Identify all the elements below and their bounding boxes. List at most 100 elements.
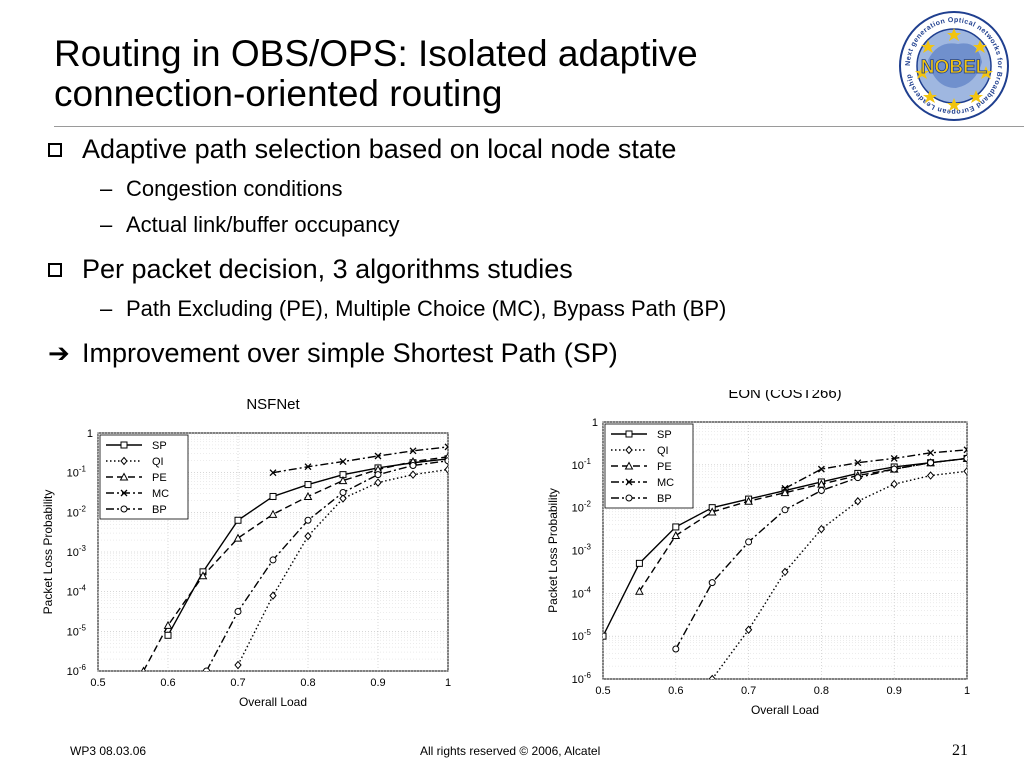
series-line-qi — [711, 470, 967, 679]
legend-label-sp: SP — [657, 429, 672, 441]
y-tick-label: 10-5 — [572, 628, 592, 643]
bullet-2: Per packet decision, 3 algorithms studie… — [48, 254, 573, 285]
data-point-qi — [409, 470, 417, 479]
data-point-qi — [444, 465, 448, 474]
series-bp — [203, 457, 448, 671]
data-point-mc — [374, 452, 382, 460]
data-point-qi — [963, 466, 967, 476]
data-point-bp — [374, 471, 382, 479]
data-point-qi — [781, 567, 789, 577]
data-point-bp — [409, 462, 417, 470]
legend-marker-mc — [625, 478, 633, 486]
series-line-mc — [784, 449, 967, 490]
data-point-pe — [780, 488, 790, 497]
data-point-bp — [444, 457, 448, 465]
data-point-pe — [141, 666, 146, 671]
x-tick-label: 0.9 — [887, 685, 902, 697]
conclusion: ➔ Improvement over simple Shortest Path (… — [48, 338, 618, 369]
sub-bullet-1-1-text: Congestion conditions — [126, 176, 343, 201]
chart-title: EON (COST266) — [728, 390, 841, 402]
data-point-qi — [339, 494, 347, 503]
legend-marker-qi — [625, 445, 633, 455]
data-point-qi — [926, 471, 935, 480]
legend-label-qi: QI — [152, 456, 164, 468]
data-point-mc — [890, 454, 898, 462]
chart-eon: EON (COST266) 0.5 0.6 0.7 0.8 0.9 1 1 10-1 10-2 10… — [546, 390, 970, 717]
data-point-qi — [269, 591, 277, 600]
data-point-mc — [781, 484, 789, 492]
series-qi — [234, 465, 448, 670]
data-point-bp — [963, 454, 967, 462]
legend-marker-bp — [625, 494, 633, 502]
data-point-mc — [444, 443, 448, 451]
title-divider — [54, 126, 1024, 127]
legend-marker-pe — [624, 461, 634, 470]
chart-title: NSFNet — [246, 396, 300, 413]
sub-bullet-1-1: – Congestion conditions — [100, 176, 343, 201]
nobel-logo: Next generation Optical networks for Bro… — [899, 11, 1009, 121]
data-point-qi — [744, 625, 753, 635]
series-mc — [781, 446, 967, 492]
data-point-bp — [745, 538, 753, 546]
series-line-bp — [205, 460, 448, 671]
bullet-1-text: Adaptive path selection based on local n… — [82, 134, 677, 164]
x-tick-label: 0.8 — [814, 685, 829, 697]
y-tick-label: 10-3 — [67, 544, 87, 559]
y-tick-label: 10-6 — [67, 663, 87, 678]
x-axis-label: Overall Load — [239, 695, 307, 709]
data-point-bp — [269, 556, 277, 564]
series-line-pe — [142, 456, 448, 671]
data-point-sp — [635, 559, 643, 567]
data-point-qi — [708, 674, 716, 679]
sub-bullet-2-1: – Path Excluding (PE), Multiple Choice (M… — [100, 296, 727, 321]
legend-label-bp: BP — [657, 493, 672, 505]
data-point-bp — [781, 506, 789, 514]
legend: SP QI PE MC BP — [604, 423, 694, 509]
data-point-pe — [338, 476, 348, 485]
legend-marker-pe — [119, 472, 129, 481]
data-point-qi — [304, 531, 312, 541]
data-point-mc — [854, 459, 862, 467]
legend-marker-sp — [625, 430, 633, 438]
data-point-sp — [269, 492, 277, 500]
data-point-mc — [339, 458, 347, 466]
chart-nsfnet: NSFNet 0.5 0.6 0.7 0.8 0.9 1 1 10-1 10-2 10-3 10-4 1… — [41, 396, 451, 709]
data-point-sp — [304, 481, 312, 489]
sub-bullet-1-2-text: Actual link/buffer occupancy — [126, 212, 400, 237]
y-tick-label: 1 — [87, 428, 93, 440]
series-line-mc — [272, 446, 448, 474]
legend-marker-sp — [120, 441, 128, 449]
legend-label-pe: PE — [152, 472, 167, 484]
logo-text: NOBEL — [921, 57, 988, 78]
data-point-bp — [203, 667, 210, 671]
x-tick-label: 1 — [964, 685, 970, 697]
data-point-pe — [268, 509, 278, 518]
data-point-pe — [707, 507, 717, 516]
x-tick-label: 1 — [445, 677, 451, 689]
series-bp — [672, 454, 967, 653]
y-tick-label: 1 — [592, 417, 598, 429]
series-qi — [708, 466, 967, 679]
data-point-qi — [890, 479, 898, 489]
y-axis-label: Packet Loss Probability — [546, 488, 560, 613]
page-number: 21 — [952, 742, 968, 759]
y-tick-label: 10-2 — [572, 500, 592, 515]
legend-marker-mc — [120, 489, 128, 497]
y-tick-label: 10-1 — [572, 457, 592, 472]
title-line-2: connection-oriented routing — [54, 73, 503, 114]
data-point-pe — [303, 491, 313, 500]
data-point-mc — [817, 465, 825, 473]
series-mc — [269, 443, 448, 477]
footer-center: All rights reserved © 2006, Alcatel — [420, 744, 601, 758]
data-point-sp — [672, 523, 680, 531]
data-point-pe — [744, 496, 753, 505]
x-tick-label: 0.5 — [595, 685, 610, 697]
x-tick-label: 0.6 — [160, 677, 175, 689]
data-point-mc — [304, 463, 312, 471]
y-tick-label: 10-1 — [67, 465, 87, 480]
data-point-bp — [234, 608, 242, 615]
legend-marker-bp — [120, 505, 128, 513]
x-tick-label: 0.8 — [300, 677, 315, 689]
conclusion-text: Improvement over simple Shortest Path (S… — [82, 338, 618, 368]
title-line-1: Routing in OBS/OPS: Isolated adaptive — [54, 33, 698, 74]
